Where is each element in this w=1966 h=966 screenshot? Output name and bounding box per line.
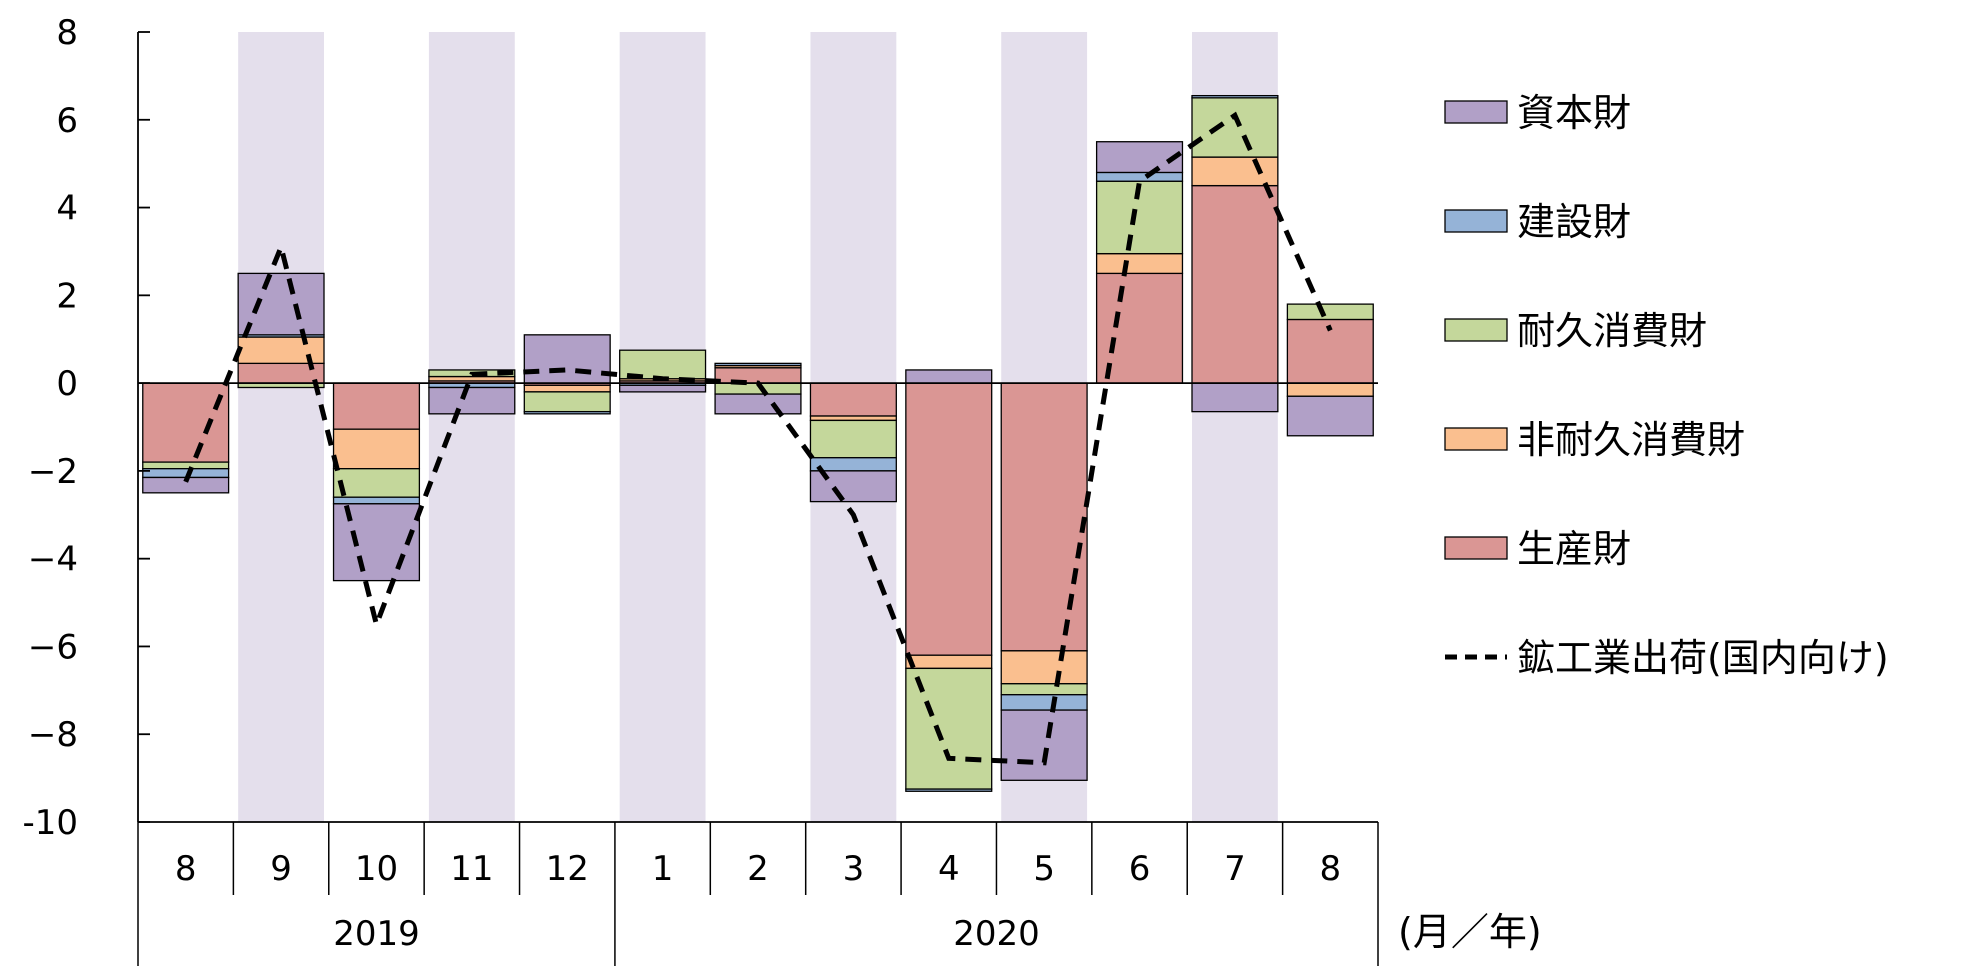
bar-segment-4-3: [428, 386, 516, 415]
legend-label: 非耐久消費財: [1517, 418, 1745, 462]
bar-segment-3-7: [809, 457, 897, 472]
bar-segment-3-11: [1191, 94, 1279, 99]
legend-swatch: [1444, 100, 1508, 124]
y-tick-label: 4: [56, 189, 78, 229]
bar-segment-4-9: [1000, 709, 1088, 781]
x-category-label: 8: [175, 849, 197, 889]
bar-segment-4-10: [1095, 141, 1184, 174]
x-unit-label: (月／年): [1398, 910, 1542, 954]
legend-label: 資本財: [1517, 91, 1631, 135]
bar-segment-4-6: [714, 393, 802, 415]
legend-swatch: [1444, 209, 1508, 233]
x-category-label: 3: [843, 849, 865, 889]
bar-segment-3-9: [1000, 694, 1088, 711]
bar-segment-4-4: [523, 334, 611, 384]
bar-segment-1-3: [428, 375, 516, 382]
legend-item-5: 鉱工業出荷(国内向け): [1445, 636, 1889, 680]
year-label-1: 2020: [953, 914, 1040, 954]
bar-segment-1-10: [1095, 252, 1184, 275]
bar-segment-0-2: [332, 382, 421, 430]
x-category-label: 7: [1224, 849, 1246, 889]
bar-segment-1-12: [1286, 382, 1374, 397]
shade-band-3: [428, 32, 515, 822]
x-category-label: 11: [450, 849, 493, 889]
bar-segment-0-11: [1191, 184, 1279, 384]
x-category-label: 5: [1033, 849, 1055, 889]
legend-label: 耐久消費財: [1517, 309, 1707, 353]
bar-segment-0-7: [809, 382, 897, 417]
legend-item-0: 資本財: [1444, 91, 1631, 135]
y-tick-label: −6: [28, 627, 78, 667]
bar-segment-2-12: [1286, 303, 1374, 321]
y-tick-label: 0: [56, 364, 78, 404]
bar-segment-1-4: [523, 384, 611, 393]
bar-segment-1-2: [332, 428, 421, 470]
bar-segment-3-6: [714, 362, 802, 367]
bar-segment-2-11: [1191, 97, 1279, 158]
legend-label: 鉱工業出荷(国内向け): [1517, 636, 1889, 680]
x-category-label: 9: [270, 849, 292, 889]
bar-segment-3-4: [523, 410, 611, 415]
bar-segment-3-8: [905, 788, 993, 792]
legend-swatch: [1444, 318, 1508, 342]
bar-segment-0-0: [142, 382, 230, 463]
x-category-label: 1: [652, 849, 674, 889]
legend-swatch: [1444, 427, 1508, 451]
bar-segment-1-11: [1191, 156, 1279, 187]
bar-segment-1-9: [1000, 650, 1088, 685]
bar-segment-4-1: [237, 272, 325, 336]
legend-swatch: [1444, 536, 1508, 560]
y-tick-label: −2: [28, 452, 78, 492]
bar-segment-0-9: [1000, 382, 1088, 652]
y-tick-label: 2: [56, 276, 78, 316]
y-tick-label: -10: [22, 803, 78, 843]
x-category-label: 12: [546, 849, 589, 889]
bar-segment-3-10: [1095, 171, 1184, 182]
bar-segment-1-8: [905, 654, 993, 670]
y-tick-label: 6: [56, 101, 78, 141]
bar-segment-4-12: [1286, 395, 1374, 437]
bar-segment-2-4: [523, 391, 611, 413]
bar-segment-4-8: [905, 369, 993, 384]
x-category-label: 10: [355, 849, 398, 889]
x-category-label: 8: [1319, 849, 1341, 889]
x-category-label: 4: [938, 849, 960, 889]
x-category-label: 6: [1129, 849, 1151, 889]
stacked-bars: [142, 94, 1374, 792]
bar-segment-2-9: [1000, 683, 1088, 696]
bar-segment-3-2: [332, 496, 421, 505]
legend-label: 建設財: [1517, 200, 1631, 244]
shade-band-5: [619, 32, 706, 822]
y-tick-label: −4: [28, 540, 78, 580]
y-tick-label: 8: [56, 13, 78, 53]
bar-segment-1-7: [809, 415, 897, 422]
year-label-0: 2019: [333, 914, 420, 954]
legend-item-1: 建設財: [1444, 200, 1631, 244]
bar-segment-4-11: [1191, 382, 1279, 413]
bar-segment-2-7: [809, 419, 897, 459]
bar-segment-4-5: [619, 384, 707, 393]
bar-segment-2-2: [332, 468, 421, 498]
bar-segment-0-8: [905, 382, 993, 656]
x-category-label: 2: [747, 849, 769, 889]
y-tick-label: −8: [28, 715, 78, 755]
bar-segment-2-0: [142, 461, 230, 470]
legend-item-2: 耐久消費財: [1444, 309, 1707, 353]
legend-item-3: 非耐久消費財: [1444, 418, 1745, 462]
legend-item-4: 生産財: [1444, 527, 1631, 571]
legend-label: 生産財: [1517, 527, 1631, 571]
shade-band-1: [238, 32, 324, 822]
